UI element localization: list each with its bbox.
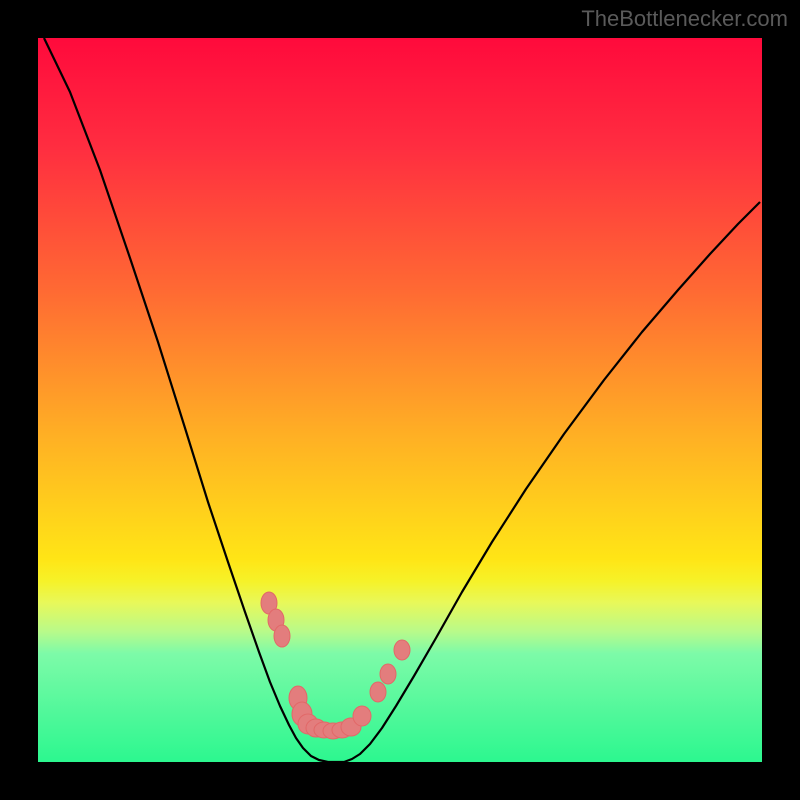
watermark-text: TheBottlenecker.com [581,6,788,32]
gradient-background [38,38,762,762]
chart-container: TheBottlenecker.com [0,0,800,800]
